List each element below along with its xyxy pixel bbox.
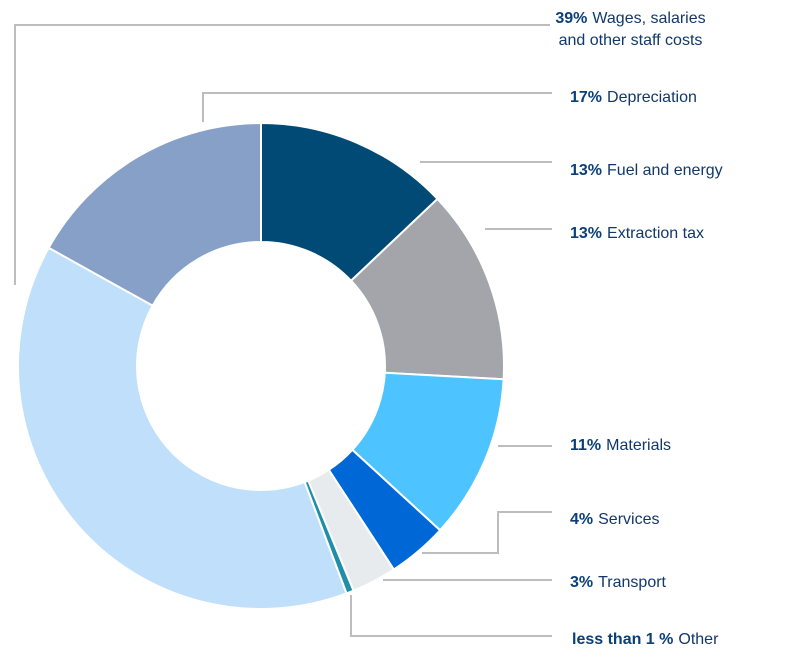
leader-line <box>202 92 552 122</box>
value-label: 3% <box>570 574 594 591</box>
category-label: Other <box>678 631 719 648</box>
value-label: 17% <box>570 89 603 106</box>
category-label: Wages, salaries and other staff costs <box>558 10 706 49</box>
segment-label: 17% Depreciation <box>570 87 697 109</box>
segment-label: 39% Wages, salaries and other staff costs <box>548 8 713 52</box>
value-label: 13% <box>570 162 603 179</box>
leader-line <box>422 511 552 554</box>
value-label: 39% <box>555 10 588 27</box>
donut-segment <box>349 197 505 381</box>
segment-label: 11% Materials <box>570 435 671 457</box>
value-label: 4% <box>570 511 594 528</box>
category-label: Fuel and energy <box>607 162 723 179</box>
category-label: Materials <box>606 437 672 454</box>
segment-label: 13% Fuel and energy <box>570 160 723 182</box>
segment-label: 3% Transport <box>570 572 666 594</box>
donut-segment <box>17 246 348 610</box>
segment-label: 4% Services <box>570 509 659 531</box>
category-label: Transport <box>598 574 666 591</box>
leader-line <box>14 24 550 285</box>
donut-segment <box>47 121 262 308</box>
category-label: Depreciation <box>607 89 697 106</box>
value-label: 11% <box>570 437 602 454</box>
segment-label: less than 1 % Other <box>572 629 718 651</box>
value-label: 13% <box>570 225 603 242</box>
leader-line <box>350 595 552 637</box>
category-label: Services <box>598 511 660 528</box>
segment-label: 13% Extraction tax <box>570 223 704 245</box>
donut-segment <box>260 121 439 283</box>
category-label: Extraction tax <box>607 225 704 242</box>
value-label: less than 1 % <box>572 631 674 648</box>
